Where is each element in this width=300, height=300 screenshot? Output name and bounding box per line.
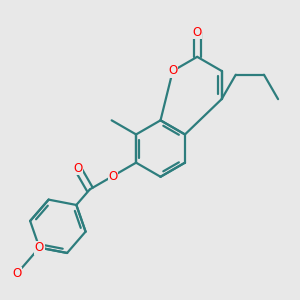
Text: O: O: [35, 241, 44, 254]
Text: O: O: [12, 267, 22, 280]
Text: O: O: [73, 161, 82, 175]
Text: O: O: [108, 169, 118, 182]
Text: O: O: [168, 64, 177, 77]
Text: O: O: [193, 26, 202, 39]
